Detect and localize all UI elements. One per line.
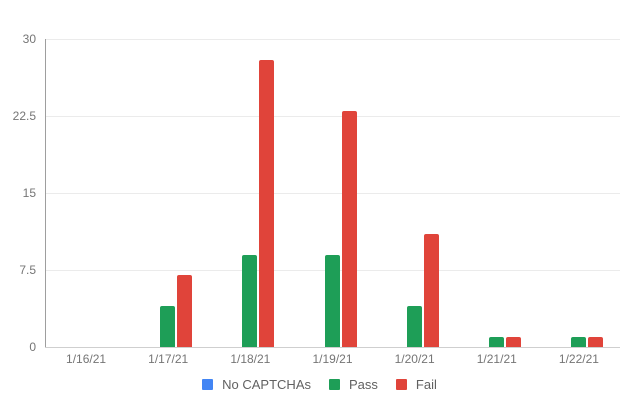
x-tick-label: 1/19/21 — [312, 352, 353, 366]
bar-fail[interactable] — [587, 336, 603, 347]
legend-swatch-icon — [329, 379, 340, 390]
y-tick-label: 22.5 — [12, 109, 36, 123]
bar-fail[interactable] — [259, 59, 275, 347]
x-tick-label: 1/22/21 — [558, 352, 599, 366]
gridline — [45, 193, 620, 194]
legend-swatch-icon — [202, 379, 214, 390]
bar-fail[interactable] — [423, 234, 439, 347]
x-tick-label: 1/17/21 — [148, 352, 189, 366]
bar-pass[interactable] — [570, 336, 586, 347]
legend-label: Pass — [349, 377, 378, 392]
x-axis — [45, 347, 620, 348]
legend-item-fail[interactable]: Fail — [395, 377, 437, 392]
legend-swatch-icon — [395, 379, 407, 390]
bar-fail[interactable] — [505, 336, 521, 347]
gridline — [45, 39, 620, 40]
y-tick-label: 15 — [22, 186, 36, 200]
bar-fail[interactable] — [341, 110, 357, 347]
legend-item-pass[interactable]: Pass — [329, 377, 378, 392]
bar-pass[interactable] — [242, 254, 258, 347]
gridline — [45, 116, 620, 117]
y-tick-label: 7.5 — [19, 263, 36, 277]
legend-label: No CAPTCHAs — [222, 377, 311, 392]
legend-item-no-captchas[interactable]: No CAPTCHAs — [202, 377, 311, 392]
bar-pass[interactable] — [324, 254, 340, 347]
bar-pass[interactable] — [488, 336, 504, 347]
bar-pass[interactable] — [160, 305, 176, 347]
bar-pass[interactable] — [406, 305, 422, 347]
x-tick-label: 1/18/21 — [230, 352, 271, 366]
x-tick-label: 1/20/21 — [394, 352, 435, 366]
y-tick-label: 30 — [22, 32, 36, 46]
x-tick-label: 1/21/21 — [476, 352, 517, 366]
legend: No CAPTCHAs Pass Fail — [0, 377, 639, 392]
x-tick-label: 1/16/21 — [66, 352, 107, 366]
legend-label: Fail — [415, 377, 437, 392]
y-tick-label: 0 — [29, 340, 36, 354]
y-axis — [45, 39, 46, 348]
bar-fail[interactable] — [177, 275, 193, 347]
